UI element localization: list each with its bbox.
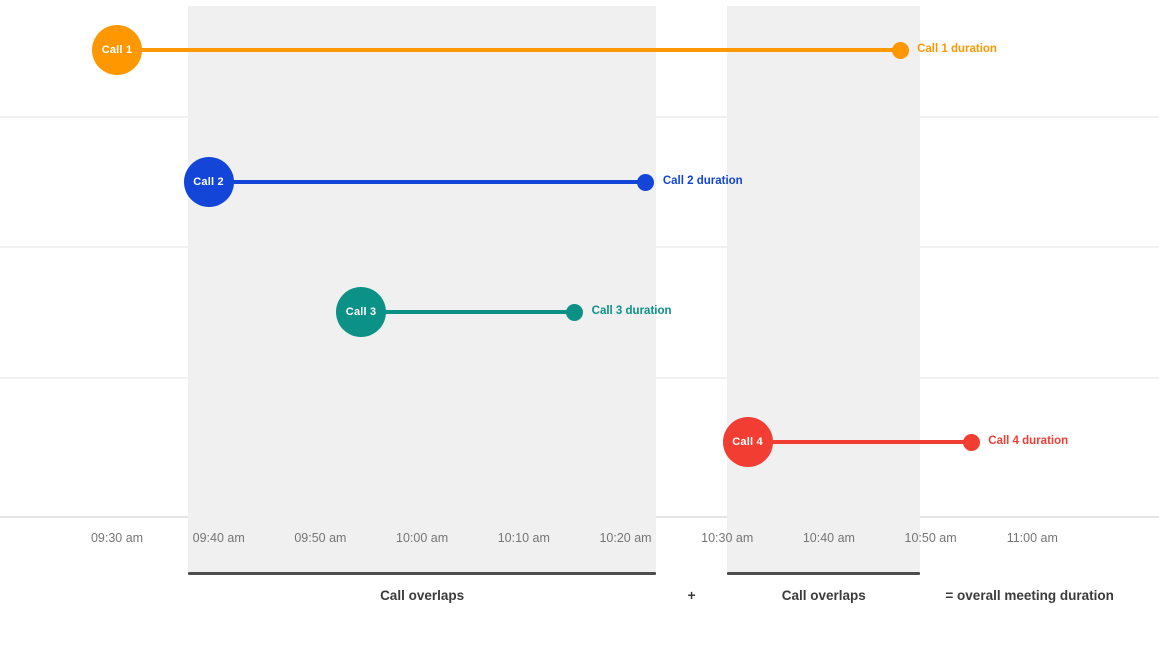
call-duration-label: Call 4 duration: [988, 435, 1069, 447]
call-end-dot: [566, 303, 584, 321]
call-duration-line: [747, 440, 972, 444]
call-start-bubble: Call 2: [183, 157, 234, 207]
overlap-band: [727, 6, 921, 572]
x-axis-tick-label: 10:30 am: [701, 531, 754, 545]
call-end-dot: [962, 433, 980, 451]
x-axis-tick-label: 10:50 am: [904, 531, 957, 545]
x-axis-tick-label: 10:20 am: [599, 531, 652, 545]
x-axis-tick-label: 09:50 am: [294, 531, 347, 545]
call-duration-label: Call 2 duration: [662, 175, 743, 187]
call-duration-line: [208, 180, 646, 184]
call-start-bubble: Call 1: [92, 25, 142, 75]
overlap-bracket-bar: [188, 572, 656, 575]
call-overlaps-label: Call overlaps: [781, 588, 866, 603]
call-duration-line: [117, 48, 901, 52]
plus-sign: +: [687, 588, 696, 603]
call-end-dot: [637, 173, 655, 191]
overlap-bracket-bar: [727, 572, 921, 575]
call-overlaps-label: Call overlaps: [380, 588, 465, 603]
x-axis-tick-label: 10:10 am: [497, 531, 550, 545]
call-end-dot: [891, 41, 909, 59]
x-axis-tick-label: 10:40 am: [802, 531, 855, 545]
x-axis-tick-label: 10:00 am: [396, 531, 449, 545]
call-bubble-label: Call 1: [101, 44, 133, 56]
equals-overall-duration-label: = overall meeting duration: [945, 588, 1114, 603]
call-start-bubble: Call 3: [336, 287, 387, 337]
overlap-band: [188, 6, 656, 572]
call-duration-label: Call 1 duration: [917, 43, 997, 55]
x-axis-tick-label: 09:40 am: [192, 531, 245, 545]
call-duration-line: [361, 310, 575, 314]
call-bubble-label: Call 3: [345, 306, 377, 318]
x-axis-tick-label: 09:30 am: [90, 531, 144, 545]
call-bubble-label: Call 4: [732, 436, 763, 448]
call-start-bubble: Call 4: [722, 417, 773, 467]
call-duration-label: Call 3 duration: [591, 305, 672, 317]
call-bubble-label: Call 2: [193, 176, 224, 188]
x-axis-tick-label: 11:00 am: [1006, 531, 1058, 545]
